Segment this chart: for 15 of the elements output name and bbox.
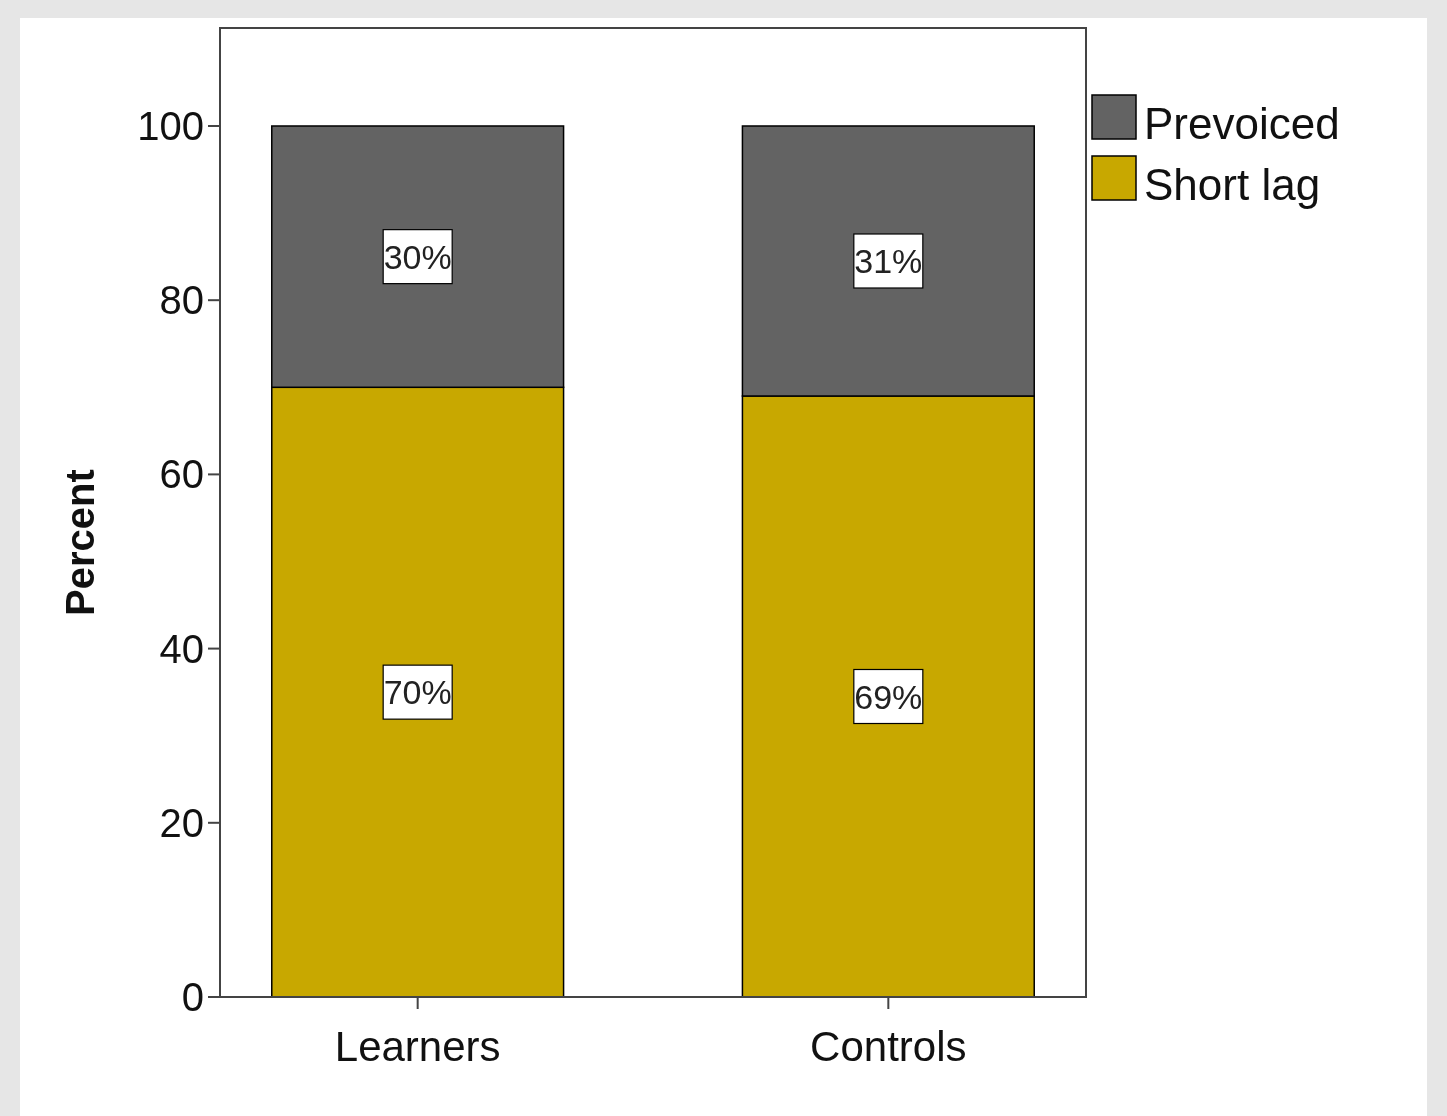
y-axis-title: Percent	[58, 469, 102, 616]
data-label: 30%	[383, 237, 452, 276]
y-tick-label: 60	[159, 452, 204, 497]
legend-label: Short lag	[1144, 160, 1321, 209]
data-label: 70%	[383, 673, 452, 712]
y-tick-label: 80	[159, 278, 204, 323]
x-tick-label: Controls	[810, 1023, 967, 1070]
data-label: 69%	[854, 677, 923, 716]
data-label: 31%	[854, 242, 923, 280]
y-tick-label: 100	[137, 103, 204, 148]
y-tick-label: 20	[159, 800, 204, 845]
x-tick-label: Learners	[334, 1023, 501, 1070]
y-tick-label: 0	[181, 975, 204, 1019]
legend-label: Prevoiced	[1144, 99, 1340, 148]
y-tick-label: 40	[159, 626, 204, 671]
